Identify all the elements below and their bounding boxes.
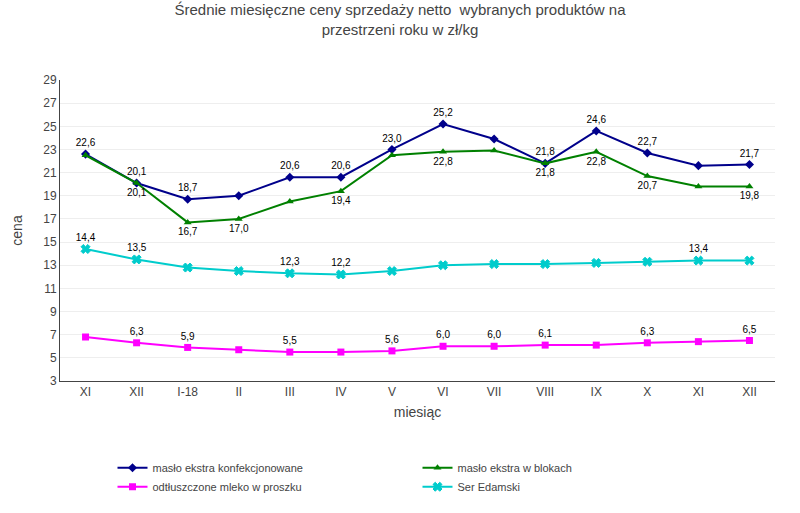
svg-text:XI: XI xyxy=(80,385,91,399)
svg-text:15: 15 xyxy=(43,235,57,249)
svg-text:29: 29 xyxy=(43,73,57,87)
svg-text:21,8: 21,8 xyxy=(535,167,555,178)
svg-text:21,8: 21,8 xyxy=(535,146,555,157)
svg-text:IV: IV xyxy=(335,385,346,399)
svg-text:6,1: 6,1 xyxy=(538,328,552,339)
svg-text:XI: XI xyxy=(693,385,704,399)
svg-text:21: 21 xyxy=(43,166,57,180)
svg-text:3: 3 xyxy=(50,374,57,388)
svg-text:I-18: I-18 xyxy=(177,385,198,399)
svg-text:23: 23 xyxy=(43,143,57,157)
svg-text:12,3: 12,3 xyxy=(280,256,300,267)
svg-text:VIII: VIII xyxy=(536,385,554,399)
svg-text:5,5: 5,5 xyxy=(283,335,297,346)
svg-text:13: 13 xyxy=(43,258,57,272)
svg-text:masło ekstra konfekcjonowane: masło ekstra konfekcjonowane xyxy=(153,462,303,474)
svg-text:5: 5 xyxy=(50,351,57,365)
svg-text:20,6: 20,6 xyxy=(280,160,300,171)
svg-text:cena: cena xyxy=(9,215,25,246)
svg-text:9: 9 xyxy=(50,305,57,319)
svg-text:20,1: 20,1 xyxy=(127,166,147,177)
svg-text:14,4: 14,4 xyxy=(76,232,96,243)
svg-text:XII: XII xyxy=(742,385,757,399)
svg-text:23,0: 23,0 xyxy=(382,133,402,144)
svg-text:17,0: 17,0 xyxy=(229,223,249,234)
svg-text:5,6: 5,6 xyxy=(385,334,399,345)
svg-text:masło ekstra w blokach: masło ekstra w blokach xyxy=(458,462,572,474)
svg-text:11: 11 xyxy=(44,282,57,296)
svg-text:6,3: 6,3 xyxy=(130,326,144,337)
svg-text:16,7: 16,7 xyxy=(178,226,198,237)
svg-text:V: V xyxy=(388,385,396,399)
svg-text:20,1: 20,1 xyxy=(127,187,147,198)
svg-text:Średnie miesięczne ceny sprzed: Średnie miesięczne ceny sprzedaży netto … xyxy=(174,1,626,38)
svg-text:13,5: 13,5 xyxy=(127,242,147,253)
svg-text:12,2: 12,2 xyxy=(331,257,351,268)
svg-text:22,6: 22,6 xyxy=(76,137,96,148)
svg-text:17: 17 xyxy=(43,212,57,226)
svg-text:6,0: 6,0 xyxy=(487,329,501,340)
svg-text:22,7: 22,7 xyxy=(638,136,658,147)
svg-text:6,0: 6,0 xyxy=(436,329,450,340)
svg-text:5,9: 5,9 xyxy=(181,331,195,342)
svg-text:VII: VII xyxy=(487,385,502,399)
svg-text:Ser Edamski: Ser Edamski xyxy=(458,481,520,493)
svg-text:19,4: 19,4 xyxy=(331,195,351,206)
svg-text:18,7: 18,7 xyxy=(178,182,198,193)
svg-text:20,6: 20,6 xyxy=(331,160,351,171)
svg-text:6,3: 6,3 xyxy=(640,326,654,337)
svg-text:19,8: 19,8 xyxy=(740,190,760,201)
svg-text:27: 27 xyxy=(43,96,57,110)
svg-text:XII: XII xyxy=(129,385,144,399)
svg-text:25: 25 xyxy=(43,120,57,134)
svg-text:miesiąc: miesiąc xyxy=(394,404,441,420)
svg-text:II: II xyxy=(235,385,242,399)
svg-text:6,5: 6,5 xyxy=(743,324,757,335)
svg-text:21,7: 21,7 xyxy=(740,148,760,159)
svg-text:13,4: 13,4 xyxy=(689,243,709,254)
svg-text:VI: VI xyxy=(437,385,448,399)
svg-text:19: 19 xyxy=(43,189,57,203)
svg-text:IX: IX xyxy=(591,385,602,399)
svg-text:20,7: 20,7 xyxy=(638,180,658,191)
svg-text:22,8: 22,8 xyxy=(433,156,453,167)
svg-text:III: III xyxy=(285,385,295,399)
svg-text:X: X xyxy=(643,385,651,399)
svg-text:25,2: 25,2 xyxy=(433,107,453,118)
svg-text:22,8: 22,8 xyxy=(587,156,607,167)
svg-text:24,6: 24,6 xyxy=(587,114,607,125)
svg-text:7: 7 xyxy=(50,328,57,342)
svg-text:odtłuszczone mleko w proszku: odtłuszczone mleko w proszku xyxy=(153,481,302,493)
